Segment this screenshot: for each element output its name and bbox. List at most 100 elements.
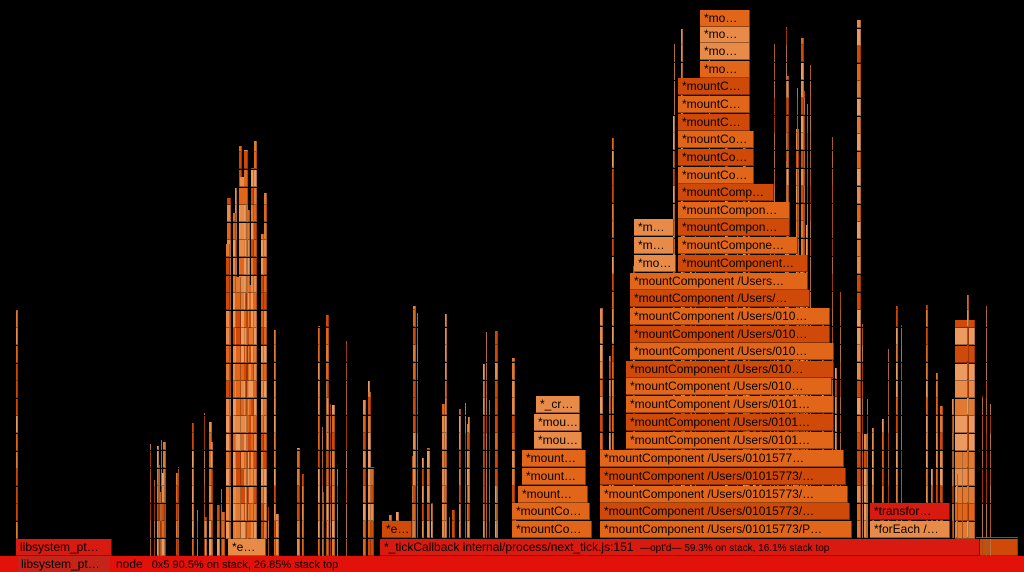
stack-frame[interactable]	[990, 404, 991, 416]
stack-frame[interactable]	[872, 486, 874, 504]
stack-frame[interactable]	[417, 486, 418, 504]
stack-frame[interactable]	[413, 521, 416, 539]
stack-frame[interactable]	[330, 539, 331, 556]
stack-frame[interactable]	[245, 469, 247, 487]
stack-frame[interactable]	[804, 115, 805, 133]
stack-frame[interactable]	[178, 486, 179, 504]
stack-frame[interactable]	[326, 363, 329, 380]
stack-frame[interactable]	[346, 345, 347, 363]
stack-frame[interactable]	[862, 433, 863, 451]
stack-frame[interactable]	[245, 293, 247, 311]
stack-frame[interactable]	[512, 358, 515, 363]
stack-frame[interactable]	[864, 434, 867, 451]
stack-frame[interactable]	[413, 433, 416, 451]
stack-frame[interactable]	[371, 468, 374, 486]
stack-frame[interactable]	[217, 539, 220, 556]
stack-frame[interactable]	[160, 503, 161, 521]
stack-frame[interactable]	[16, 310, 18, 311]
stack-frame[interactable]	[807, 151, 808, 168]
stack-frame[interactable]	[245, 275, 247, 293]
stack-frame[interactable]	[832, 256, 833, 274]
stack-frame[interactable]	[673, 221, 675, 239]
stack-frame[interactable]	[211, 442, 213, 451]
stack-frame[interactable]	[857, 257, 861, 275]
stack-frame[interactable]	[150, 444, 151, 451]
stack-frame[interactable]	[787, 151, 789, 168]
stack-frame[interactable]	[832, 203, 833, 221]
stack-frame[interactable]	[867, 486, 868, 504]
stack-frame[interactable]	[786, 27, 787, 28]
stack-frame[interactable]	[261, 381, 264, 399]
stack-frame[interactable]	[936, 468, 938, 486]
stack-frame[interactable]	[982, 398, 983, 416]
stack-frame[interactable]	[227, 222, 231, 240]
stack-frame[interactable]	[322, 486, 323, 504]
stack-frame[interactable]	[337, 521, 338, 539]
stack-frame[interactable]	[161, 468, 162, 486]
stack-frame[interactable]	[804, 203, 805, 221]
stack-frame[interactable]	[797, 98, 798, 116]
stack-frame[interactable]	[982, 415, 983, 433]
stack-frame[interactable]	[427, 451, 430, 468]
stack-frame[interactable]	[612, 203, 614, 221]
stack-frame[interactable]	[330, 451, 331, 468]
stack-frame[interactable]	[787, 133, 789, 151]
stack-frame[interactable]	[371, 539, 374, 556]
stack-frame[interactable]	[857, 380, 861, 398]
stack-frame[interactable]	[326, 345, 329, 363]
stack-frame[interactable]	[486, 503, 487, 521]
stack-frame[interactable]	[926, 310, 928, 328]
stack-frame[interactable]	[857, 310, 861, 328]
stack-frame[interactable]	[952, 451, 954, 468]
stack-frame[interactable]	[326, 521, 327, 539]
stack-frame[interactable]	[160, 492, 161, 504]
mount-frame-c[interactable]: *mount…	[522, 450, 586, 467]
stack-frame[interactable]	[465, 468, 466, 486]
stack-frame[interactable]	[245, 363, 247, 381]
stack-frame[interactable]	[297, 539, 300, 556]
mo-frame-f[interactable]: *mo…	[700, 26, 750, 43]
stack-frame[interactable]	[459, 521, 461, 539]
stack-frame[interactable]	[368, 521, 371, 539]
stack-frame[interactable]	[236, 363, 241, 381]
stack-frame[interactable]	[235, 240, 237, 258]
stack-frame[interactable]	[226, 504, 230, 522]
stack-frame[interactable]	[940, 406, 943, 416]
stack-frame[interactable]	[178, 539, 179, 556]
stack-frame[interactable]	[346, 521, 347, 539]
stack-frame[interactable]	[857, 116, 861, 134]
stack-frame[interactable]	[931, 469, 933, 486]
stack-frame[interactable]	[857, 20, 861, 28]
stack-frame[interactable]	[986, 345, 987, 363]
stack-frame[interactable]	[926, 398, 928, 416]
stack-frame[interactable]	[774, 151, 775, 168]
stack-frame[interactable]	[322, 468, 323, 486]
stack-frame[interactable]	[936, 433, 938, 451]
stack-frame[interactable]	[940, 451, 943, 468]
stack-frame[interactable]	[857, 327, 861, 345]
stack-frame[interactable]	[264, 258, 267, 275]
stack-frame[interactable]	[274, 503, 276, 521]
stack-frame[interactable]	[967, 468, 969, 486]
stack-frame[interactable]	[986, 503, 987, 521]
stack-frame[interactable]	[16, 381, 18, 399]
stack-frame[interactable]	[495, 433, 498, 451]
stack-frame[interactable]	[857, 63, 861, 81]
stack-frame[interactable]	[417, 503, 418, 521]
mountc-frame-a[interactable]: *mountC…	[678, 114, 750, 131]
stack-frame[interactable]	[962, 486, 963, 504]
stack-frame[interactable]	[952, 521, 954, 539]
stack-frame[interactable]	[787, 80, 789, 98]
stack-frame[interactable]	[468, 486, 470, 504]
stack-frame[interactable]	[882, 419, 884, 433]
stack-frame[interactable]	[154, 503, 155, 521]
stack-frame[interactable]	[926, 305, 928, 310]
stack-frame[interactable]	[857, 398, 861, 416]
stack-frame[interactable]	[967, 433, 969, 451]
mount-component-p-frame[interactable]: *mountComponent /Users/01015773/P…	[600, 521, 852, 538]
stack-frame[interactable]	[150, 468, 151, 486]
e-frame[interactable]: *e…	[228, 539, 266, 556]
stack-frame[interactable]	[330, 503, 331, 521]
stack-frame[interactable]	[896, 380, 898, 398]
stack-frame[interactable]	[233, 258, 236, 275]
